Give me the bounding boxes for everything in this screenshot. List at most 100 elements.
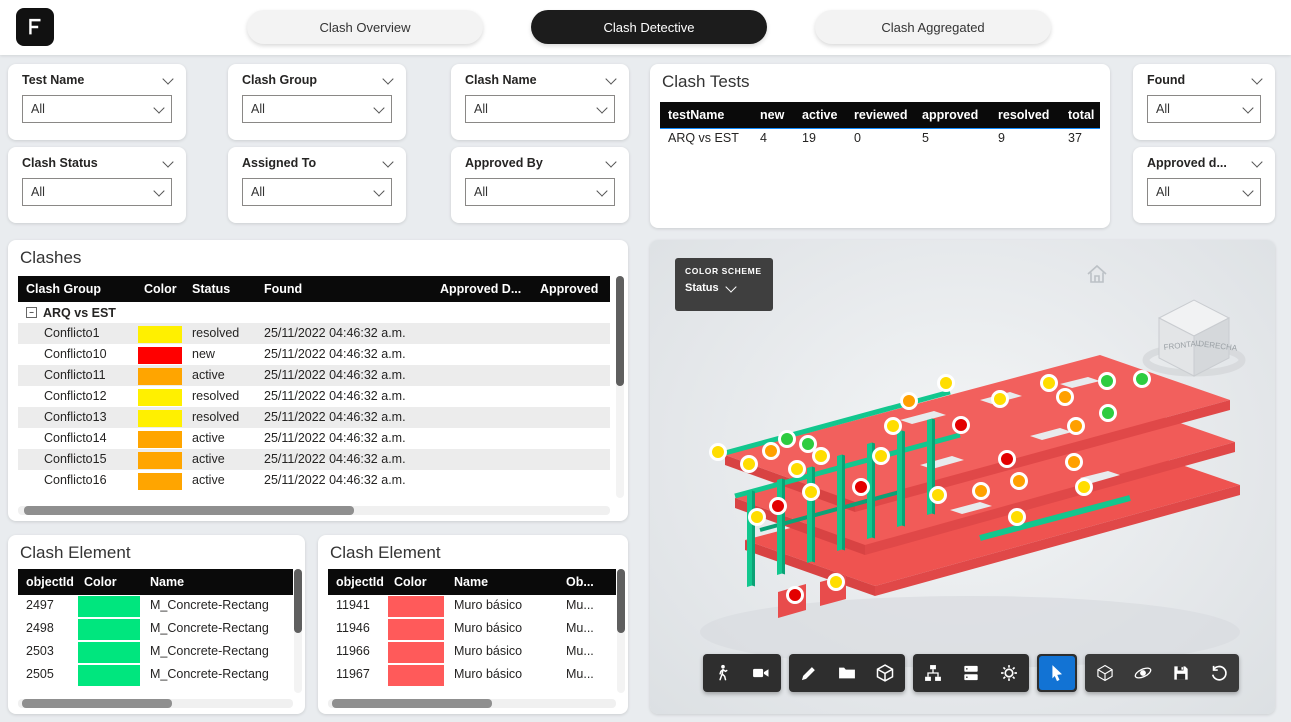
clash-point[interactable] [929,486,947,504]
scrollbar-thumb[interactable] [294,569,302,633]
clash-point[interactable] [991,390,1009,408]
walk-tool[interactable] [705,656,741,690]
vertical-scrollbar[interactable] [616,276,624,498]
markup-tool[interactable] [791,656,827,690]
scrollbar-thumb[interactable] [22,699,172,708]
orbit-tool[interactable] [1125,656,1161,690]
clash-point[interactable] [769,497,787,515]
home-icon[interactable] [1085,262,1109,286]
clash-row[interactable]: Conflicto10 new 25/11/2022 04:46:32 a.m. [18,344,610,365]
element-row[interactable]: 11946 Muro básico Mu... [328,618,616,641]
clash-point[interactable] [1099,404,1117,422]
scrollbar-thumb[interactable] [24,506,354,515]
cube-view-tool[interactable] [1087,656,1123,690]
element-row[interactable]: 11967 Muro básico Mu... [328,664,616,687]
clash-row[interactable]: Conflicto12 resolved 25/11/2022 04:46:32 a… [18,386,610,407]
element-row[interactable]: 2503 M_Concrete-Rectang [18,641,293,664]
clash-point[interactable] [748,508,766,526]
clash-point[interactable] [900,392,918,410]
vertical-scrollbar[interactable] [617,569,625,693]
element-row[interactable]: 2505 M_Concrete-Rectang [18,664,293,687]
horizontal-scrollbar[interactable] [18,699,293,708]
horizontal-scrollbar[interactable] [18,506,610,515]
properties-tool[interactable] [953,656,989,690]
chevron-down-icon[interactable] [382,72,394,85]
chevron-down-icon[interactable] [382,155,394,168]
chevron-down-icon[interactable] [1251,72,1263,85]
test-name-dropdown[interactable]: All [22,95,172,123]
clash-point[interactable] [872,447,890,465]
clash-point[interactable] [709,443,727,461]
clash-point[interactable] [1133,370,1151,388]
save-view-tool[interactable] [1163,656,1199,690]
clash-name-dropdown[interactable]: All [465,95,615,123]
clash-group-row[interactable]: − ARQ vs EST [18,302,610,323]
clash-point[interactable] [952,416,970,434]
chevron-down-icon[interactable] [162,155,174,168]
tab-clash-aggregated[interactable]: Clash Aggregated [815,10,1051,44]
clash-point[interactable] [1067,417,1085,435]
clash-points-layer[interactable] [709,370,1151,604]
model-tool[interactable] [867,656,903,690]
collapse-icon[interactable]: − [26,307,37,318]
clash-point[interactable] [799,435,817,453]
reset-view-tool[interactable] [1201,656,1237,690]
clash-point[interactable] [1065,453,1083,471]
found-dropdown[interactable]: All [1147,95,1261,123]
files-tool[interactable] [829,656,865,690]
clash-point[interactable] [1056,388,1074,406]
hierarchy-tool[interactable] [915,656,951,690]
tab-clash-overview[interactable]: Clash Overview [247,10,483,44]
clash-point[interactable] [852,478,870,496]
clash-row[interactable]: Conflicto13 resolved 25/11/2022 04:46:32 a… [18,407,610,428]
clash-point[interactable] [1040,374,1058,392]
clash-point[interactable] [1010,472,1028,490]
clash-point[interactable] [762,442,780,460]
settings-tool[interactable] [991,656,1027,690]
element-row[interactable]: 2498 M_Concrete-Rectang [18,618,293,641]
clash-point[interactable] [972,482,990,500]
clash-point[interactable] [1008,508,1026,526]
clash-point[interactable] [884,417,902,435]
clash-point[interactable] [1098,372,1116,390]
clash-row[interactable]: Conflicto14 active 25/11/2022 04:46:32 a.m… [18,428,610,449]
chevron-down-icon[interactable] [605,72,617,85]
approved-date-dropdown[interactable]: All [1147,178,1261,206]
chevron-down-icon[interactable] [605,155,617,168]
camera-tool[interactable] [743,656,779,690]
clash-point[interactable] [937,374,955,392]
tab-clash-detective[interactable]: Clash Detective [531,10,767,44]
clash-status-dropdown[interactable]: All [22,178,172,206]
clash-point[interactable] [812,447,830,465]
element-row[interactable]: 11941 Muro básico Mu... [328,595,616,618]
scrollbar-thumb[interactable] [616,276,624,386]
clash-group-dropdown[interactable]: All [242,95,392,123]
select-tool[interactable] [1039,656,1075,690]
assigned-to-dropdown[interactable]: All [242,178,392,206]
element-row[interactable]: 11966 Muro básico Mu... [328,641,616,664]
navigation-cube[interactable]: FRONTAL DERECHA [1142,288,1252,388]
clash-row[interactable]: Conflicto11 active 25/11/2022 04:46:32 a.m… [18,365,610,386]
clash-point[interactable] [740,455,758,473]
vertical-scrollbar[interactable] [294,569,302,693]
clash-point[interactable] [998,450,1016,468]
clash-point[interactable] [827,573,845,591]
clash-point[interactable] [778,430,796,448]
clash-point[interactable] [788,460,806,478]
horizontal-scrollbar[interactable] [328,699,616,708]
clash-point[interactable] [786,586,804,604]
clash-row[interactable]: Conflicto15 active 25/11/2022 04:46:32 a.m… [18,449,610,470]
element-row[interactable]: 2497 M_Concrete-Rectang [18,595,293,618]
clash-point[interactable] [1075,478,1093,496]
chevron-down-icon[interactable] [1251,155,1263,168]
clash-row[interactable]: Conflicto16 active 25/11/2022 04:46:32 a.m… [18,470,610,491]
scrollbar-thumb[interactable] [332,699,492,708]
clash-row[interactable]: Conflicto1 resolved 25/11/2022 04:46:32 a.… [18,323,610,344]
approved-by-dropdown[interactable]: All [465,178,615,206]
clash-tests-row[interactable]: ARQ vs EST 4 19 0 5 9 37 [660,128,1100,154]
scrollbar-thumb[interactable] [617,569,625,633]
chevron-down-icon[interactable] [162,72,174,85]
clash-point[interactable] [802,483,820,501]
color-scheme-dropdown[interactable]: Status [685,280,763,294]
viewer-canvas[interactable] [650,240,1275,714]
